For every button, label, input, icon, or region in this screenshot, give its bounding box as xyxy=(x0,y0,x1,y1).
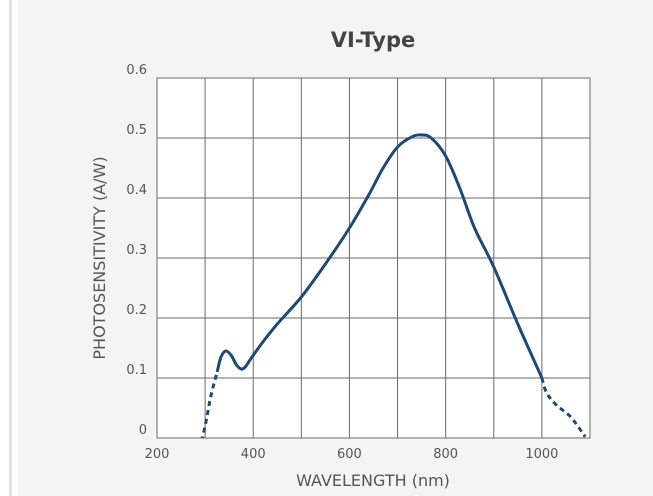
x-tick-label: 200 xyxy=(145,447,170,462)
y-tick-label: 0.2 xyxy=(126,303,147,318)
x-tick-labels: 200 400 600 800 1000 xyxy=(145,447,559,462)
dashed-series-line xyxy=(200,371,219,438)
x-tick-label: 1000 xyxy=(525,447,558,462)
series-line xyxy=(215,133,544,379)
y-tick-labels: 0 0.1 0.2 0.3 0.4 0.5 0.6 xyxy=(126,63,147,438)
dashed-series-line xyxy=(540,377,587,438)
y-tick-label: 0.6 xyxy=(126,63,147,78)
grid-lines xyxy=(156,77,591,439)
chart-title: VI-Type xyxy=(331,28,416,52)
y-tick-label: 0.4 xyxy=(126,183,147,198)
y-tick-label: 0.3 xyxy=(126,243,147,258)
data-series xyxy=(200,133,587,438)
x-axis-title: WAVELENGTH (nm) xyxy=(296,471,450,490)
y-tick-label: 0 xyxy=(139,423,147,438)
y-tick-label: 0.5 xyxy=(126,123,147,138)
x-tick-label: 600 xyxy=(337,447,362,462)
x-tick-label: 400 xyxy=(241,447,266,462)
left-divider xyxy=(9,0,12,496)
x-tick-label: 800 xyxy=(433,447,458,462)
y-axis-title: PHOTOSENSITIVITY (A/W) xyxy=(90,156,109,359)
y-tick-label: 0.1 xyxy=(126,363,147,378)
